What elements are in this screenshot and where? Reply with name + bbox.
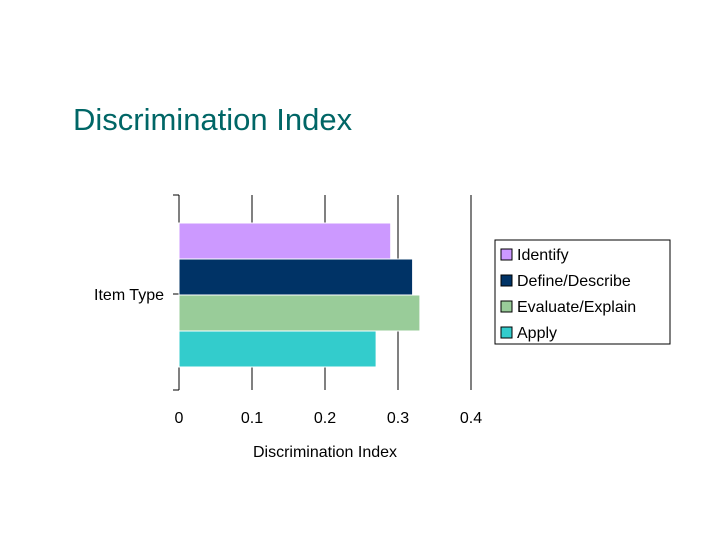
x-tick-label: 0.2 — [314, 410, 336, 427]
bar-evaluate-explain — [178, 294, 421, 332]
x-tick-label: 0 — [175, 410, 184, 427]
legend-label: Define/Describe — [517, 273, 631, 290]
x-axis-label: Discrimination Index — [253, 444, 397, 461]
bar-identify — [178, 222, 392, 260]
slide-title: Discrimination Index — [73, 102, 353, 137]
bar-apply — [178, 330, 377, 368]
bars — [178, 222, 421, 368]
x-tick-label: 0.1 — [241, 410, 263, 427]
x-tick-label: 0.3 — [387, 410, 409, 427]
legend: Identify Define/Describe Evaluate/Explain A… — [494, 239, 671, 345]
axes — [173, 194, 180, 391]
x-tick-label: 0.4 — [460, 410, 482, 427]
legend-swatch — [500, 248, 513, 261]
legend-swatch — [500, 274, 513, 287]
x-tick-labels: 0 0.1 0.2 0.3 0.4 — [175, 410, 483, 427]
legend-swatch — [500, 300, 513, 313]
legend-swatch — [500, 326, 513, 339]
y-axis-label: Item Type — [94, 287, 164, 304]
bar-define-describe — [178, 258, 414, 296]
legend-box — [494, 239, 671, 345]
legend-label: Identify — [517, 247, 569, 264]
legend-label: Apply — [517, 325, 557, 342]
legend-label: Evaluate/Explain — [517, 299, 636, 316]
